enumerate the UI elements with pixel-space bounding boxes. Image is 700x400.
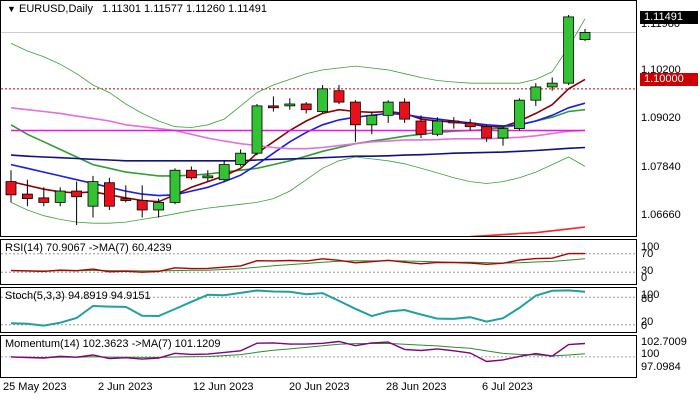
- candle-down: [5, 181, 17, 196]
- price-tick: 1.07840: [641, 161, 681, 173]
- rsi-tick: 100: [641, 241, 660, 253]
- date-tick: 20 Jun 2023: [289, 381, 350, 393]
- chart-menu-triangle-icon[interactable]: ▼: [7, 4, 16, 14]
- rsi-chart: [1, 252, 636, 273]
- candle-down: [71, 190, 82, 198]
- rsi-ma-line: [10, 258, 586, 272]
- indicator-line-3: [10, 107, 586, 150]
- candle-up: [579, 32, 591, 41]
- momentum-tick: 100: [641, 348, 660, 360]
- momentum-tick: 102.7009: [641, 336, 687, 348]
- candle-up: [54, 190, 66, 203]
- candle-up: [530, 86, 542, 101]
- price-tick: 1.09020: [641, 112, 681, 124]
- candle-up: [366, 114, 378, 126]
- level-price-tag: 1.10000: [640, 73, 698, 86]
- candlestick-chart: [1, 15, 636, 236]
- candle-up: [235, 152, 247, 165]
- stoch-tick: 20: [641, 316, 654, 328]
- candle-up: [514, 99, 525, 129]
- candle-up: [497, 128, 509, 139]
- chart-header: ▼ EURUSD,Daily 1.11301 1.11577 1.11260 1…: [7, 3, 267, 15]
- candle-up: [202, 175, 214, 179]
- stoch-tick: 0: [641, 320, 648, 332]
- price-chart-pane[interactable]: ▼ EURUSD,Daily 1.11301 1.11577 1.11260 1…: [0, 0, 637, 237]
- stochastic-label: Stoch(5,3,3) 94.8919 94.9151: [5, 290, 151, 302]
- stoch-tick: 80: [641, 293, 654, 305]
- candle-down: [464, 122, 476, 128]
- momentum-label: Momentum(14) 102.3623 ->MA(7) 101.1209: [5, 338, 221, 350]
- price-tick: 1.06660: [641, 209, 681, 221]
- candle-down: [185, 169, 197, 179]
- candle-up: [153, 202, 165, 211]
- date-tick: 25 May 2023: [3, 381, 67, 393]
- current-price-tag: 1.11491: [640, 11, 698, 24]
- stoch-main-line: [10, 289, 586, 327]
- candle-down: [136, 200, 148, 211]
- candle-down: [349, 101, 361, 126]
- momentum-chart: [1, 340, 636, 363]
- rsi-tick: 30: [641, 265, 654, 277]
- stochastic-chart: [1, 289, 636, 327]
- date-tick: 12 Jun 2023: [193, 381, 254, 393]
- candle-up: [431, 120, 443, 135]
- candle-down: [333, 90, 345, 103]
- candle-down: [415, 120, 427, 135]
- candle-up: [284, 103, 296, 107]
- momentum-line: [10, 340, 586, 363]
- rsi-tick: 70: [641, 248, 654, 260]
- candle-down: [104, 182, 115, 207]
- symbol-timeframe: EURUSD,Daily: [18, 3, 93, 15]
- rsi-tick: 0: [641, 272, 648, 284]
- candle-down: [481, 126, 493, 139]
- indicator-line-6: [470, 226, 586, 236]
- date-tick: 6 Jul 2023: [482, 381, 533, 393]
- rsi-label: RSI(14) 70.9067 ->MA(7) 60.4239: [5, 242, 172, 254]
- candle-up: [218, 164, 230, 181]
- date-tick: 28 Jun 2023: [386, 381, 447, 393]
- candle-down: [120, 198, 132, 201]
- candle-down: [300, 103, 312, 111]
- indicator-line-5: [10, 146, 586, 162]
- candle-up: [251, 105, 263, 154]
- candle-down: [448, 120, 460, 124]
- rsi-line: [10, 252, 585, 273]
- candle-up: [382, 101, 394, 116]
- momentum-axis: 102.7009 100 97.0984: [637, 335, 700, 378]
- candle-up: [546, 82, 558, 88]
- candle-down: [399, 101, 411, 120]
- date-tick: 2 Jun 2023: [98, 381, 153, 393]
- indicator-line-8: [10, 156, 586, 224]
- rsi-axis: 100 70 30 0: [637, 239, 700, 285]
- rsi-pane[interactable]: RSI(14) 70.9067 ->MA(7) 60.4239: [0, 239, 637, 285]
- candle-up: [169, 169, 181, 203]
- candle-down: [267, 105, 279, 109]
- momentum-tick: 97.0984: [641, 361, 681, 373]
- candle-up: [87, 181, 99, 207]
- candle-up: [563, 16, 574, 84]
- price-axis: 1.11980 1.10200 1.09020 1.07840 1.06660: [637, 0, 700, 237]
- indicator-line-7: [10, 18, 586, 128]
- momentum-ma-line: [10, 342, 586, 359]
- candle-up: [317, 88, 329, 112]
- stochastic-pane[interactable]: Stoch(5,3,3) 94.8919 94.9151: [0, 287, 637, 333]
- stochastic-axis: 100 80 20 0: [637, 287, 700, 333]
- candle-down: [38, 197, 50, 203]
- ohlc-values: 1.11301 1.11577 1.11260 1.11491: [102, 3, 267, 15]
- momentum-pane[interactable]: Momentum(14) 102.3623 ->MA(7) 101.1209: [0, 335, 637, 378]
- stoch-tick: 100: [641, 289, 660, 301]
- candle-down: [21, 193, 33, 200]
